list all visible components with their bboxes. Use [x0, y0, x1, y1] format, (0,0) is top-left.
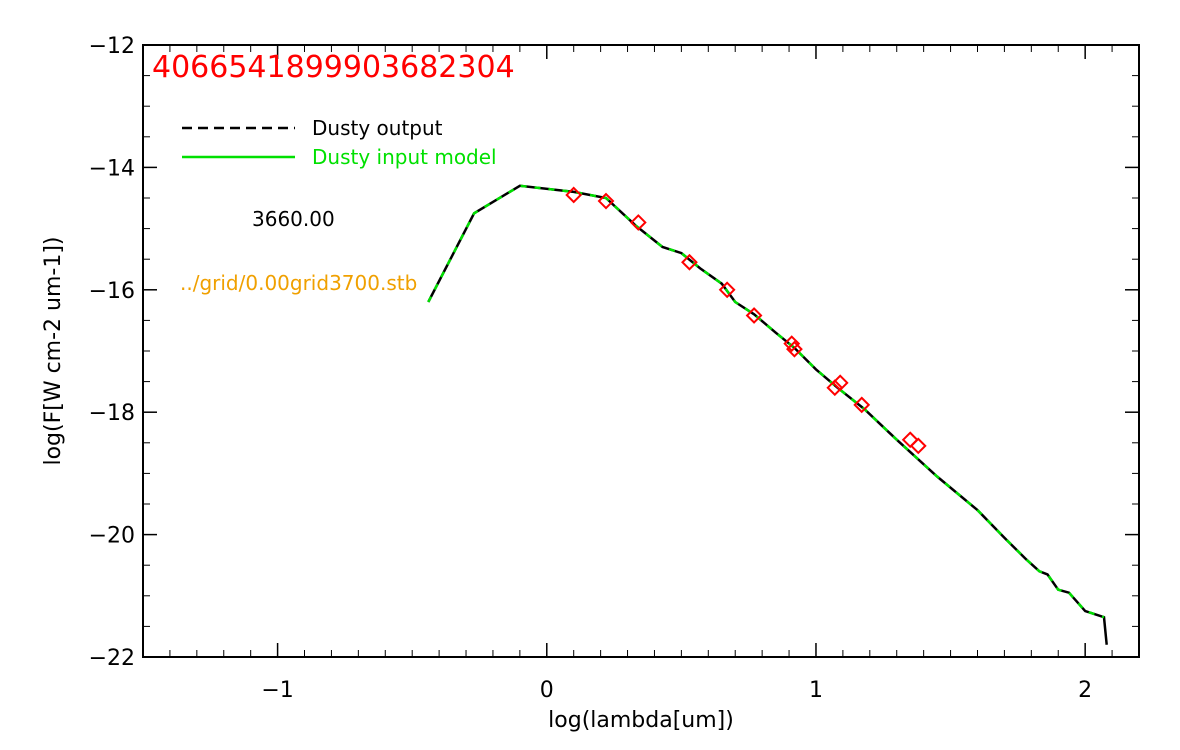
- series-line-dusty-input: [427, 184, 1105, 619]
- data-point-diamond: [786, 340, 803, 358]
- y-tick-label: −18: [89, 401, 135, 426]
- y-tick-label: −20: [89, 524, 135, 549]
- model-file-annotation: ../grid/0.00grid3700.stb: [180, 271, 417, 295]
- data-point-diamond: [909, 437, 927, 455]
- series-line-dusty-output: [427, 184, 1108, 645]
- data-points-group: [565, 186, 927, 455]
- legend-label-output: Dusty output: [312, 116, 443, 140]
- temperature-annotation: 3660.00: [252, 207, 335, 231]
- x-tick-label: 2: [1078, 678, 1092, 703]
- y-tick-label: −22: [89, 646, 135, 671]
- x-tick-label: 0: [540, 678, 554, 703]
- y-tick-label: −12: [89, 34, 135, 59]
- data-point-diamond: [565, 186, 583, 204]
- x-tick-label: 1: [809, 678, 823, 703]
- axis-ticks: [143, 44, 1140, 658]
- data-point-diamond: [853, 396, 871, 414]
- y-tick-label: −16: [89, 279, 135, 304]
- plot-frame: [142, 44, 1140, 658]
- data-point-diamond: [901, 431, 919, 449]
- data-point-diamond: [831, 374, 849, 392]
- series-group: [427, 184, 1108, 645]
- data-point-diamond: [783, 335, 801, 353]
- data-point-diamond: [681, 253, 698, 271]
- chart-title: 4066541899903682304: [152, 50, 515, 85]
- data-point-diamond: [718, 281, 736, 299]
- data-point-diamond: [597, 192, 615, 210]
- data-point-diamond: [826, 379, 844, 397]
- x-tick-label: −1: [261, 678, 293, 703]
- y-tick-label: −14: [89, 156, 135, 181]
- x-axis-label: log(lambda[um]): [548, 708, 734, 733]
- data-point-diamond: [745, 307, 763, 324]
- y-axis-label: log(F[W cm-2 um-1]): [41, 236, 66, 465]
- data-point-diamond: [629, 214, 647, 231]
- legend: Dusty output Dusty input model: [182, 116, 497, 169]
- legend-label-input: Dusty input model: [312, 145, 497, 169]
- axis-tick-labels: −1 0 1 2 −22 −20 −18 −16 −14 −12: [89, 34, 1093, 703]
